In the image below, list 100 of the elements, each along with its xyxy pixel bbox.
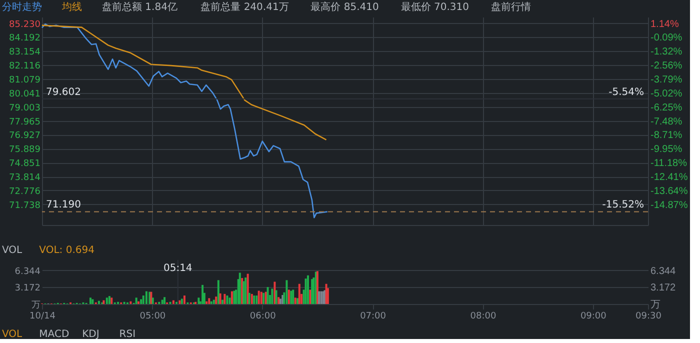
bar [217, 280, 220, 304]
y-tick-label: 76.927 [9, 131, 40, 142]
y-tick-label: 6.344 [14, 266, 41, 277]
bar [304, 278, 307, 304]
bar [142, 296, 144, 304]
bar [198, 298, 200, 304]
bar [206, 301, 208, 304]
bar [246, 274, 249, 304]
y2-tick-label: 3.172 [650, 282, 676, 294]
bar [296, 298, 299, 304]
bar [145, 291, 148, 304]
bar [226, 296, 228, 304]
bar [230, 291, 233, 304]
bar [183, 296, 186, 304]
bar [288, 290, 290, 304]
bar [202, 284, 204, 304]
chart-title: VOL [2, 245, 23, 256]
y2-tick-label: -6.25% [650, 102, 682, 114]
bar [256, 296, 258, 304]
bar [233, 290, 236, 304]
y2-tick-label: -5.02% [650, 88, 682, 100]
x-tick-label: 09:00 [580, 312, 607, 322]
bar [92, 299, 94, 304]
y-tick-label: 77.965 [9, 117, 40, 128]
x-tick-label: 07:00 [360, 312, 386, 322]
y-tick-label: 3.172 [14, 284, 40, 294]
y-tick-label: 万 [32, 300, 40, 310]
text: VOL [2, 329, 23, 340]
text: KDJ [82, 329, 100, 340]
chart-subtitle: VOL: 0.694 [39, 245, 94, 256]
text: RSI [119, 329, 136, 340]
annotation: -5.54% [608, 86, 644, 98]
bar [161, 300, 164, 304]
bar [238, 272, 241, 304]
bar [106, 298, 108, 304]
bar [286, 280, 288, 304]
bar [318, 291, 320, 304]
x-tick-label: 09:30 [636, 312, 662, 322]
y-tick-label: 74.851 [9, 159, 40, 170]
y2-tick-label: -2.56% [650, 60, 682, 72]
bar [326, 288, 329, 304]
bar [298, 284, 300, 304]
y2-tick-label: -8.71% [650, 130, 682, 142]
series-label: 均线 [61, 1, 82, 13]
bar [248, 292, 250, 304]
series-label: 分时走势 [2, 1, 42, 13]
y2-tick-label: 万 [650, 300, 660, 310]
y2-tick-label: 1.14% [650, 18, 679, 30]
bar [98, 300, 100, 304]
bar [138, 301, 140, 304]
bar [89, 298, 92, 304]
ref-line-label: 05:14 [163, 263, 192, 274]
bar [228, 298, 231, 304]
bar [210, 301, 212, 304]
bar [108, 296, 110, 304]
bar [294, 298, 296, 304]
bar [290, 290, 292, 304]
bar [258, 290, 260, 304]
y2-tick-label: -14.87% [650, 200, 688, 211]
y-tick-label: 81.079 [9, 76, 41, 86]
y-tick-label: 71.738 [9, 200, 41, 211]
line-series [41, 23, 328, 218]
text: 盘前总量 240.41万 [200, 1, 289, 13]
bar [140, 299, 142, 304]
bar [152, 298, 154, 304]
bar [110, 298, 113, 304]
bar [172, 300, 174, 304]
y2-tick-label: 6.344 [650, 266, 676, 277]
y-tick-label: 72.776 [9, 186, 41, 197]
bar [306, 275, 309, 304]
y-tick-label: 84.192 [9, 34, 40, 44]
y2-tick-label: -1.32% [650, 46, 682, 58]
bar [275, 290, 278, 304]
text: 盘前总额 1.84亿 [102, 1, 178, 13]
y-tick-label: 80.041 [9, 89, 40, 100]
bar [219, 293, 222, 304]
bar [215, 296, 218, 304]
bar [135, 298, 138, 304]
y2-tick-label: -12.41% [650, 172, 688, 184]
y-tick-label: 83.154 [9, 48, 41, 58]
bar [244, 277, 247, 304]
y2-tick-label: -0.09% [650, 32, 682, 44]
ref-line-label: 79.602 [46, 86, 81, 98]
line-series [41, 24, 327, 140]
bar [260, 292, 262, 304]
bar [212, 300, 215, 304]
bar [292, 290, 294, 304]
bar [164, 297, 166, 304]
y2-tick-label: -13.64% [650, 186, 688, 197]
text: 最高价 85.410 [310, 1, 379, 13]
y-tick-label: 73.814 [9, 173, 41, 183]
text: 盘前行情 [490, 1, 531, 13]
text: MACD [39, 329, 70, 340]
bar [250, 294, 253, 304]
bar [208, 298, 210, 304]
x-tick-label: 06:00 [250, 312, 276, 322]
bar [130, 301, 132, 304]
x-tick-label: 10/14 [30, 312, 56, 322]
y2-tick-label: -7.48% [650, 116, 682, 128]
bar [271, 288, 274, 304]
